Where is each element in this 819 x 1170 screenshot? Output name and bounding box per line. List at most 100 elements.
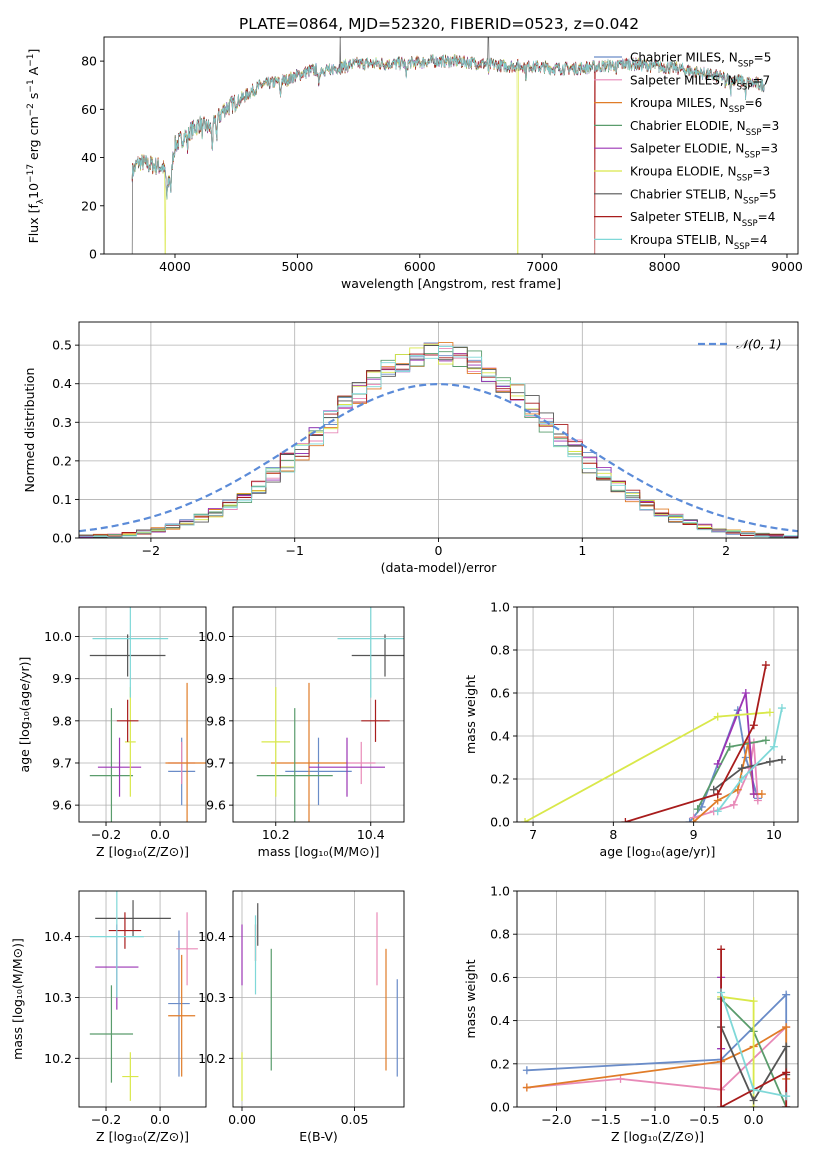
- y-tick-label: 0.4: [490, 1013, 510, 1028]
- y-tick-label: 60: [81, 102, 97, 117]
- y-tick-label: 9.6: [52, 798, 72, 813]
- x-tick-label: 8000: [649, 259, 681, 274]
- y-tick-label: 80: [81, 54, 97, 69]
- axes-frame: [78, 606, 207, 823]
- y-tick-label: 10.4: [198, 929, 226, 944]
- y-tick-label: 10.3: [44, 990, 72, 1005]
- weight-point: [733, 785, 742, 794]
- weight-point: [782, 1103, 791, 1107]
- weight-point: [749, 790, 758, 799]
- legend-label-chabrier-stelib: Chabrier STELIB, NSSP=5: [630, 187, 777, 206]
- panel-residuals: −2 −1 0 1 2 0.0 0.1 0.2 0.3 0.4 0.5 (data-model)/er…: [22, 321, 799, 575]
- axes: −2 −1 0 1 2 0.0 0.1 0.2 0.3 0.4 0.5 (data-model)/er…: [22, 321, 799, 575]
- legend-text: Chabrier ELODIE, N: [630, 119, 746, 133]
- panel-age_vs_mass: 10.2 10.4 9.6 9.7 9.8 9.9 10.0 mass [log₁₀(M/M⊙…: [198, 606, 405, 859]
- axes: 0.00 0.05 10.2 10.3 10.4 E(B-V): [198, 890, 405, 1144]
- x-tick-label: 8: [609, 827, 617, 842]
- x-tick-label: 0.0: [150, 1112, 170, 1127]
- x-tick-label: −2: [142, 543, 160, 558]
- weight-point: [749, 1085, 758, 1094]
- legend-label-kroupa-elodie: Kroupa ELODIE, NSSP=3: [630, 165, 770, 184]
- axes-frame: [516, 890, 799, 1108]
- errorbar-kroupa-miles: [271, 682, 347, 822]
- weight-point: [521, 818, 530, 822]
- y-tick-label: 10.2: [198, 1051, 226, 1066]
- y-tick-label: 0.0: [490, 815, 510, 830]
- y-axis-label-part: Flux [f: [26, 204, 41, 244]
- legend-label-salpeter-elodie: Salpeter ELODIE, NSSP=3: [630, 142, 778, 161]
- plot-area: [241, 903, 398, 1101]
- weight-series-kroupa-stelib: [713, 704, 786, 816]
- x-axis-label: Z [log₁₀(Z/Z⊙)]: [96, 1129, 189, 1144]
- y-tick-label: 0.8: [490, 643, 510, 658]
- y-axis-label: Flux [fλ10−17 erg cm−2 s−1 A−1]: [26, 49, 46, 244]
- weight-series-salpeter-miles: [689, 738, 762, 822]
- y-tick-label: 0.0: [52, 531, 72, 546]
- y-tick-label: 40: [81, 150, 97, 165]
- legend-text: =4: [758, 210, 776, 224]
- plot-area: [256, 607, 404, 822]
- plot-area: [79, 342, 798, 538]
- y-tick-label: 0.2: [490, 1056, 510, 1071]
- plot-area: [89, 891, 198, 1101]
- weight-point: [765, 757, 774, 766]
- weight-point: [765, 708, 774, 717]
- weight-point: [782, 1068, 791, 1077]
- x-axis-label: Z [log₁₀(Z/Z⊙)]: [96, 844, 189, 859]
- y-tick-label: 0.1: [52, 492, 72, 507]
- y-tick-label: 1.0: [490, 884, 510, 899]
- axes: 4000 5000 6000 7000 8000 9000 0 20 40 60 80 wavelen…: [26, 36, 803, 291]
- y-axis-label-part: 10: [26, 183, 41, 199]
- weight-point: [717, 1103, 726, 1107]
- weight-point: [782, 1023, 791, 1032]
- errorbar-kroupa-stelib: [89, 891, 144, 998]
- errorbar-chabrier-miles: [168, 930, 190, 1077]
- errorbar-kroupa-stelib: [92, 607, 169, 698]
- axes: −0.2 0.0 9.6 9.7 9.8 9.9 10.0 Z [log₁₀(Z/Z⊙)] ag…: [17, 606, 207, 859]
- y-tick-label: 10.0: [198, 629, 226, 644]
- errorbar-chabrier-stelib: [89, 634, 166, 677]
- panel-mass_vs_ebv: 0.00 0.05 10.2 10.3 10.4 E(B-V): [198, 890, 405, 1144]
- y-tick-label: 0.2: [490, 772, 510, 787]
- weight-line: [526, 1025, 788, 1089]
- legend-label-chabrier-elodie: Chabrier ELODIE, NSSP=3: [630, 119, 779, 138]
- errorbar-kroupa-miles: [165, 682, 206, 822]
- y-tick-label: 9.8: [52, 713, 72, 728]
- x-tick-label: −0.5: [689, 1112, 719, 1127]
- weight-point: [782, 1092, 791, 1101]
- y-axis-label: age [log₁₀(age/yr)]: [17, 657, 32, 773]
- panel-spectrum: 4000 5000 6000 7000 8000 9000 0 20 40 60 80 wavelen…: [26, 36, 803, 291]
- weight-line: [693, 742, 759, 819]
- errorbar-kroupa-elodie: [122, 1052, 139, 1101]
- errorbar-salpeter-stelib: [116, 699, 139, 742]
- y-tick-label: 0.2: [52, 453, 72, 468]
- legend-sub: SSP: [746, 128, 762, 138]
- x-axis-label: E(B-V): [299, 1129, 338, 1144]
- y-tick-label: 20: [81, 198, 97, 213]
- axes-frame: [516, 606, 799, 823]
- x-axis-label: mass [log₁₀(M/M⊙)]: [258, 844, 380, 859]
- weight-line: [720, 1026, 788, 1103]
- errorbar-chabrier-miles: [285, 737, 352, 806]
- weight-point: [685, 818, 694, 822]
- axes-frame: [232, 606, 405, 823]
- axes: −0.2 0.0 10.2 10.3 10.4 Z [log₁₀(Z/Z⊙)] mass […: [10, 890, 207, 1144]
- y-axis-label-part: −2: [26, 103, 36, 116]
- x-tick-label: 0.0: [744, 1112, 764, 1127]
- x-axis-label: (data-model)/error: [381, 560, 498, 575]
- errorbar-kroupa-elodie: [124, 687, 136, 797]
- weight-point: [753, 796, 762, 805]
- weight-point: [713, 759, 722, 768]
- y-tick-label: 0.4: [490, 729, 510, 744]
- weight-point: [713, 712, 722, 721]
- weight-point: [737, 775, 746, 783]
- spectrum-line-kroupa-stelib: [131, 54, 765, 200]
- weight-point: [717, 945, 726, 954]
- y-axis-label: mass weight: [463, 675, 478, 754]
- legend-text: Salpeter MILES, N: [630, 73, 737, 87]
- legend-sub: SSP: [729, 105, 745, 115]
- x-tick-label: 7000: [526, 259, 558, 274]
- x-tick-label: −2.0: [541, 1112, 571, 1127]
